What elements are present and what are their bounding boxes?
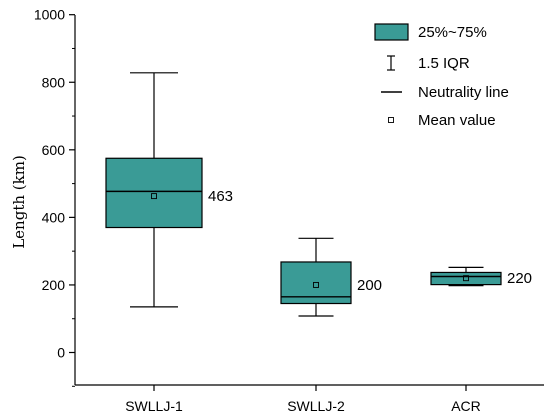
mean-value-label: 200 [357,277,382,294]
y-tick-label: 200 [42,277,66,293]
legend-label: 1.5 IQR [418,55,470,72]
y-tick-label: 400 [42,209,66,225]
iqr-box [105,157,203,229]
mean-marker [151,193,157,200]
legend-item-iqr: 1.5 IQR [387,55,470,72]
legend-label: Neutrality line [418,84,509,101]
x-tick-label: SWLLJ-1 [125,398,183,414]
mean-value-label: 220 [507,270,532,287]
mean-value-label: 463 [208,188,233,205]
legend-item-mean: Mean value [388,112,496,129]
legend-label: Mean value [418,112,496,129]
legend-item-box: 25%~75% [374,23,487,41]
y-tick-label: 0 [57,345,65,361]
legend-item-line: Neutrality line [381,84,509,101]
axes-layer: 0 200 400 600 800 1000 SWLLJ-1 SWLLJ-2 ACR [34,7,544,414]
x-tick-label: ACR [451,398,481,414]
legend: 25%~75% 1.5 IQR Neutrality line Mean value [374,23,509,129]
mean-marker [463,275,469,282]
x-tick-label: SWLLJ-2 [287,398,345,414]
y-tick-label: 600 [42,142,66,158]
mean-marker [313,281,319,288]
legend-label: 25%~75% [418,24,487,41]
y-axis-title: Length (km) [10,155,28,249]
box-group-swllj-1: 463 [105,72,233,308]
box-group-acr: 220 [430,266,532,287]
y-tick-label: 1000 [34,7,65,23]
y-tick-label: 800 [42,74,66,90]
iqr-box [430,271,502,286]
boxes-layer: 463 200 220 [105,72,532,317]
legend-mean-swatch [388,117,394,123]
box-group-swllj-2: 200 [280,237,382,317]
legend-box-swatch [374,23,409,41]
